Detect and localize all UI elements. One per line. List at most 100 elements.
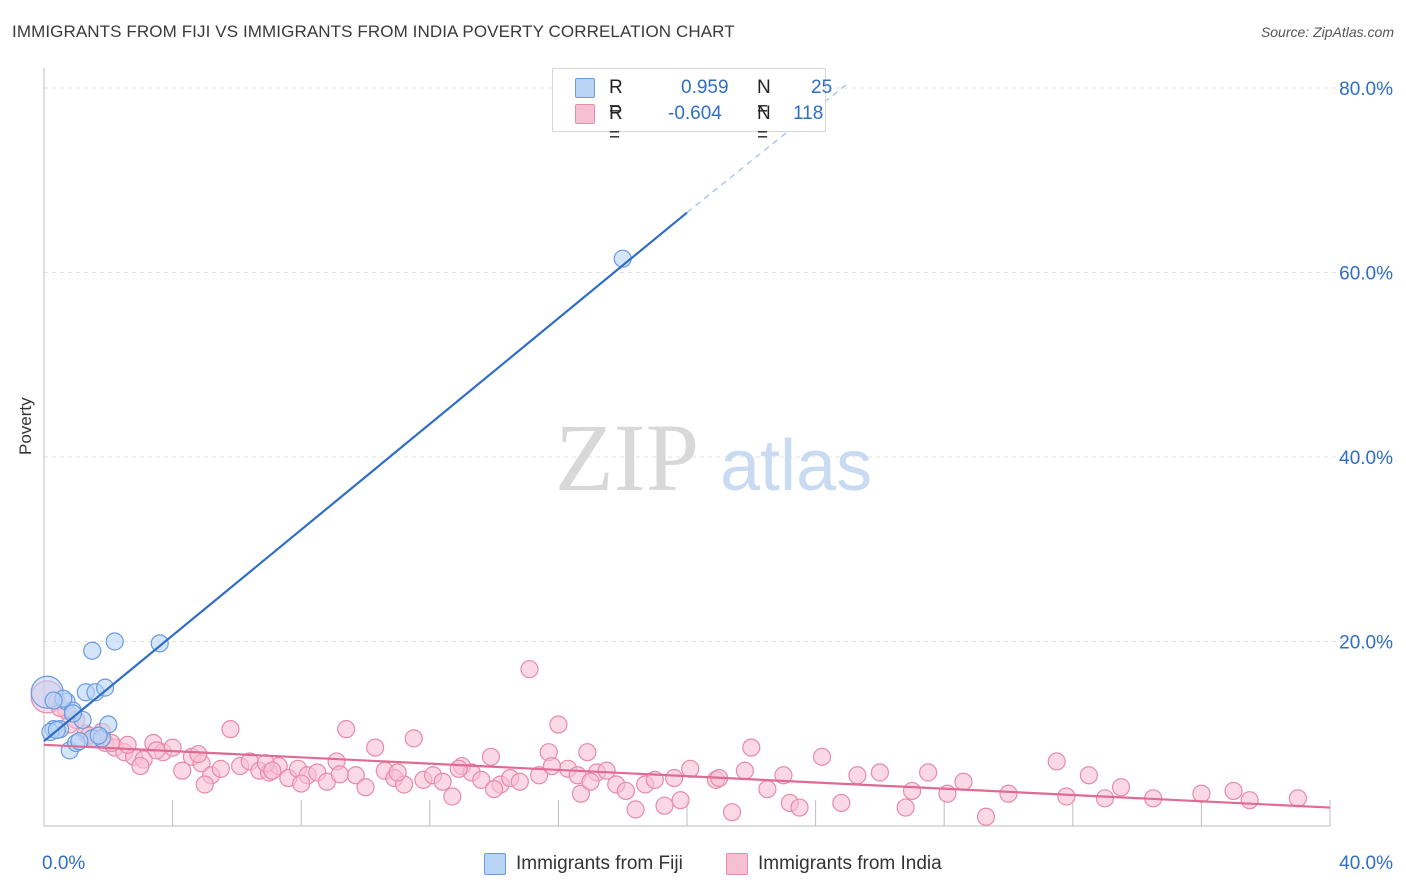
point-fiji (89, 726, 108, 745)
y-tick-label: 40.0% (1339, 448, 1393, 469)
stats-legend: R = 0.959 N = 25 R = -0.604 N = 118 (552, 68, 832, 146)
point-india (485, 779, 504, 799)
legend-r-value-india: -0.604 (668, 103, 722, 124)
legend-label-india: Immigrants from India (758, 853, 942, 874)
point-india (626, 800, 645, 819)
point-fiji (44, 691, 63, 710)
point-india (976, 807, 996, 826)
point-india (173, 761, 192, 780)
point-india (742, 738, 761, 757)
point-india (722, 803, 742, 822)
point-india (472, 770, 491, 789)
watermark-zip: ZIP (555, 404, 699, 511)
point-india (195, 775, 214, 794)
trend-line-fiji-extension (686, 82, 849, 214)
point-india (902, 781, 922, 801)
point-india (404, 729, 423, 748)
legend-swatch-fiji (484, 853, 506, 875)
legend-r-label: R = (609, 103, 623, 146)
point-india (581, 772, 600, 791)
legend-swatch-india (726, 853, 748, 875)
watermark: ZIP atlas (555, 404, 872, 511)
x-tick-label-max: 40.0% (1339, 853, 1393, 874)
legend-swatch-india (575, 104, 595, 124)
legend-n-label: N = (757, 103, 771, 146)
point-india (131, 756, 150, 776)
point-india (163, 738, 182, 757)
point-fiji (105, 632, 124, 651)
point-fiji (150, 634, 169, 653)
point-india (1288, 789, 1307, 808)
point-india (578, 743, 597, 762)
x-tick-label-min: 0.0% (42, 853, 85, 874)
point-india (263, 761, 282, 780)
point-india (870, 763, 890, 782)
tick-labels: 20.0% 40.0% 60.0% 80.0% 0.0% 40.0% (42, 79, 1393, 874)
point-india (1192, 784, 1211, 803)
trend-lines (43, 82, 1331, 809)
legend-r-value-fiji: 0.959 (681, 77, 729, 98)
point-india (510, 772, 529, 791)
point-india (671, 791, 690, 810)
point-india (848, 766, 867, 785)
point-india (330, 765, 349, 784)
point-india (1224, 781, 1243, 801)
point-india (999, 784, 1018, 803)
point-india (530, 766, 549, 785)
trend-line-fiji (43, 211, 688, 742)
point-india (292, 774, 311, 793)
point-india (597, 761, 616, 780)
point-india (481, 747, 500, 766)
watermark-atlas: atlas (720, 426, 872, 506)
point-india (758, 779, 777, 799)
point-india (520, 660, 539, 679)
point-india (388, 763, 407, 782)
legend-r-label: R = (609, 77, 623, 120)
legend-label-fiji: Immigrants from Fiji (516, 853, 683, 874)
point-india (337, 720, 356, 739)
chart-title: IMMIGRANTS FROM FIJI VS IMMIGRANTS FROM … (12, 22, 735, 41)
point-india (211, 759, 230, 778)
point-india (919, 763, 938, 782)
point-india (449, 759, 468, 778)
point-india (655, 796, 674, 815)
point-india (832, 793, 851, 813)
point-india (1079, 766, 1098, 785)
axes (43, 68, 1331, 827)
point-india (735, 761, 754, 780)
point-india (812, 747, 832, 766)
point-india (774, 766, 793, 785)
point-india (366, 738, 385, 757)
point-india (954, 772, 973, 791)
point-fiji (95, 678, 115, 697)
grid-lines (44, 87, 1392, 642)
legend-n-label: N = (757, 77, 771, 120)
point-india (571, 784, 591, 803)
legend-n-value-fiji: 25 (811, 77, 833, 98)
point-india (542, 756, 562, 776)
point-india (896, 798, 915, 817)
legend-swatch-fiji (575, 78, 595, 98)
point-india (356, 778, 375, 797)
point-india (1095, 789, 1115, 808)
point-india (549, 715, 568, 734)
point-fiji (63, 704, 83, 723)
point-india (221, 720, 240, 739)
data-points (30, 249, 1307, 826)
y-tick-label: 80.0% (1339, 79, 1393, 100)
point-fiji (83, 641, 102, 660)
point-india (665, 768, 684, 788)
legend-n-value-india: 118 (793, 103, 824, 124)
point-india (433, 772, 452, 791)
point-india (443, 787, 462, 806)
point-india (1047, 752, 1066, 771)
point-india (1240, 791, 1259, 810)
point-india (616, 781, 636, 801)
source-label: Source: ZipAtlas.com (1260, 24, 1394, 40)
y-tick-label: 60.0% (1339, 264, 1393, 285)
point-india (681, 759, 700, 778)
point-india (118, 735, 137, 754)
point-india (790, 798, 809, 817)
y-tick-label: 20.0% (1339, 633, 1393, 654)
